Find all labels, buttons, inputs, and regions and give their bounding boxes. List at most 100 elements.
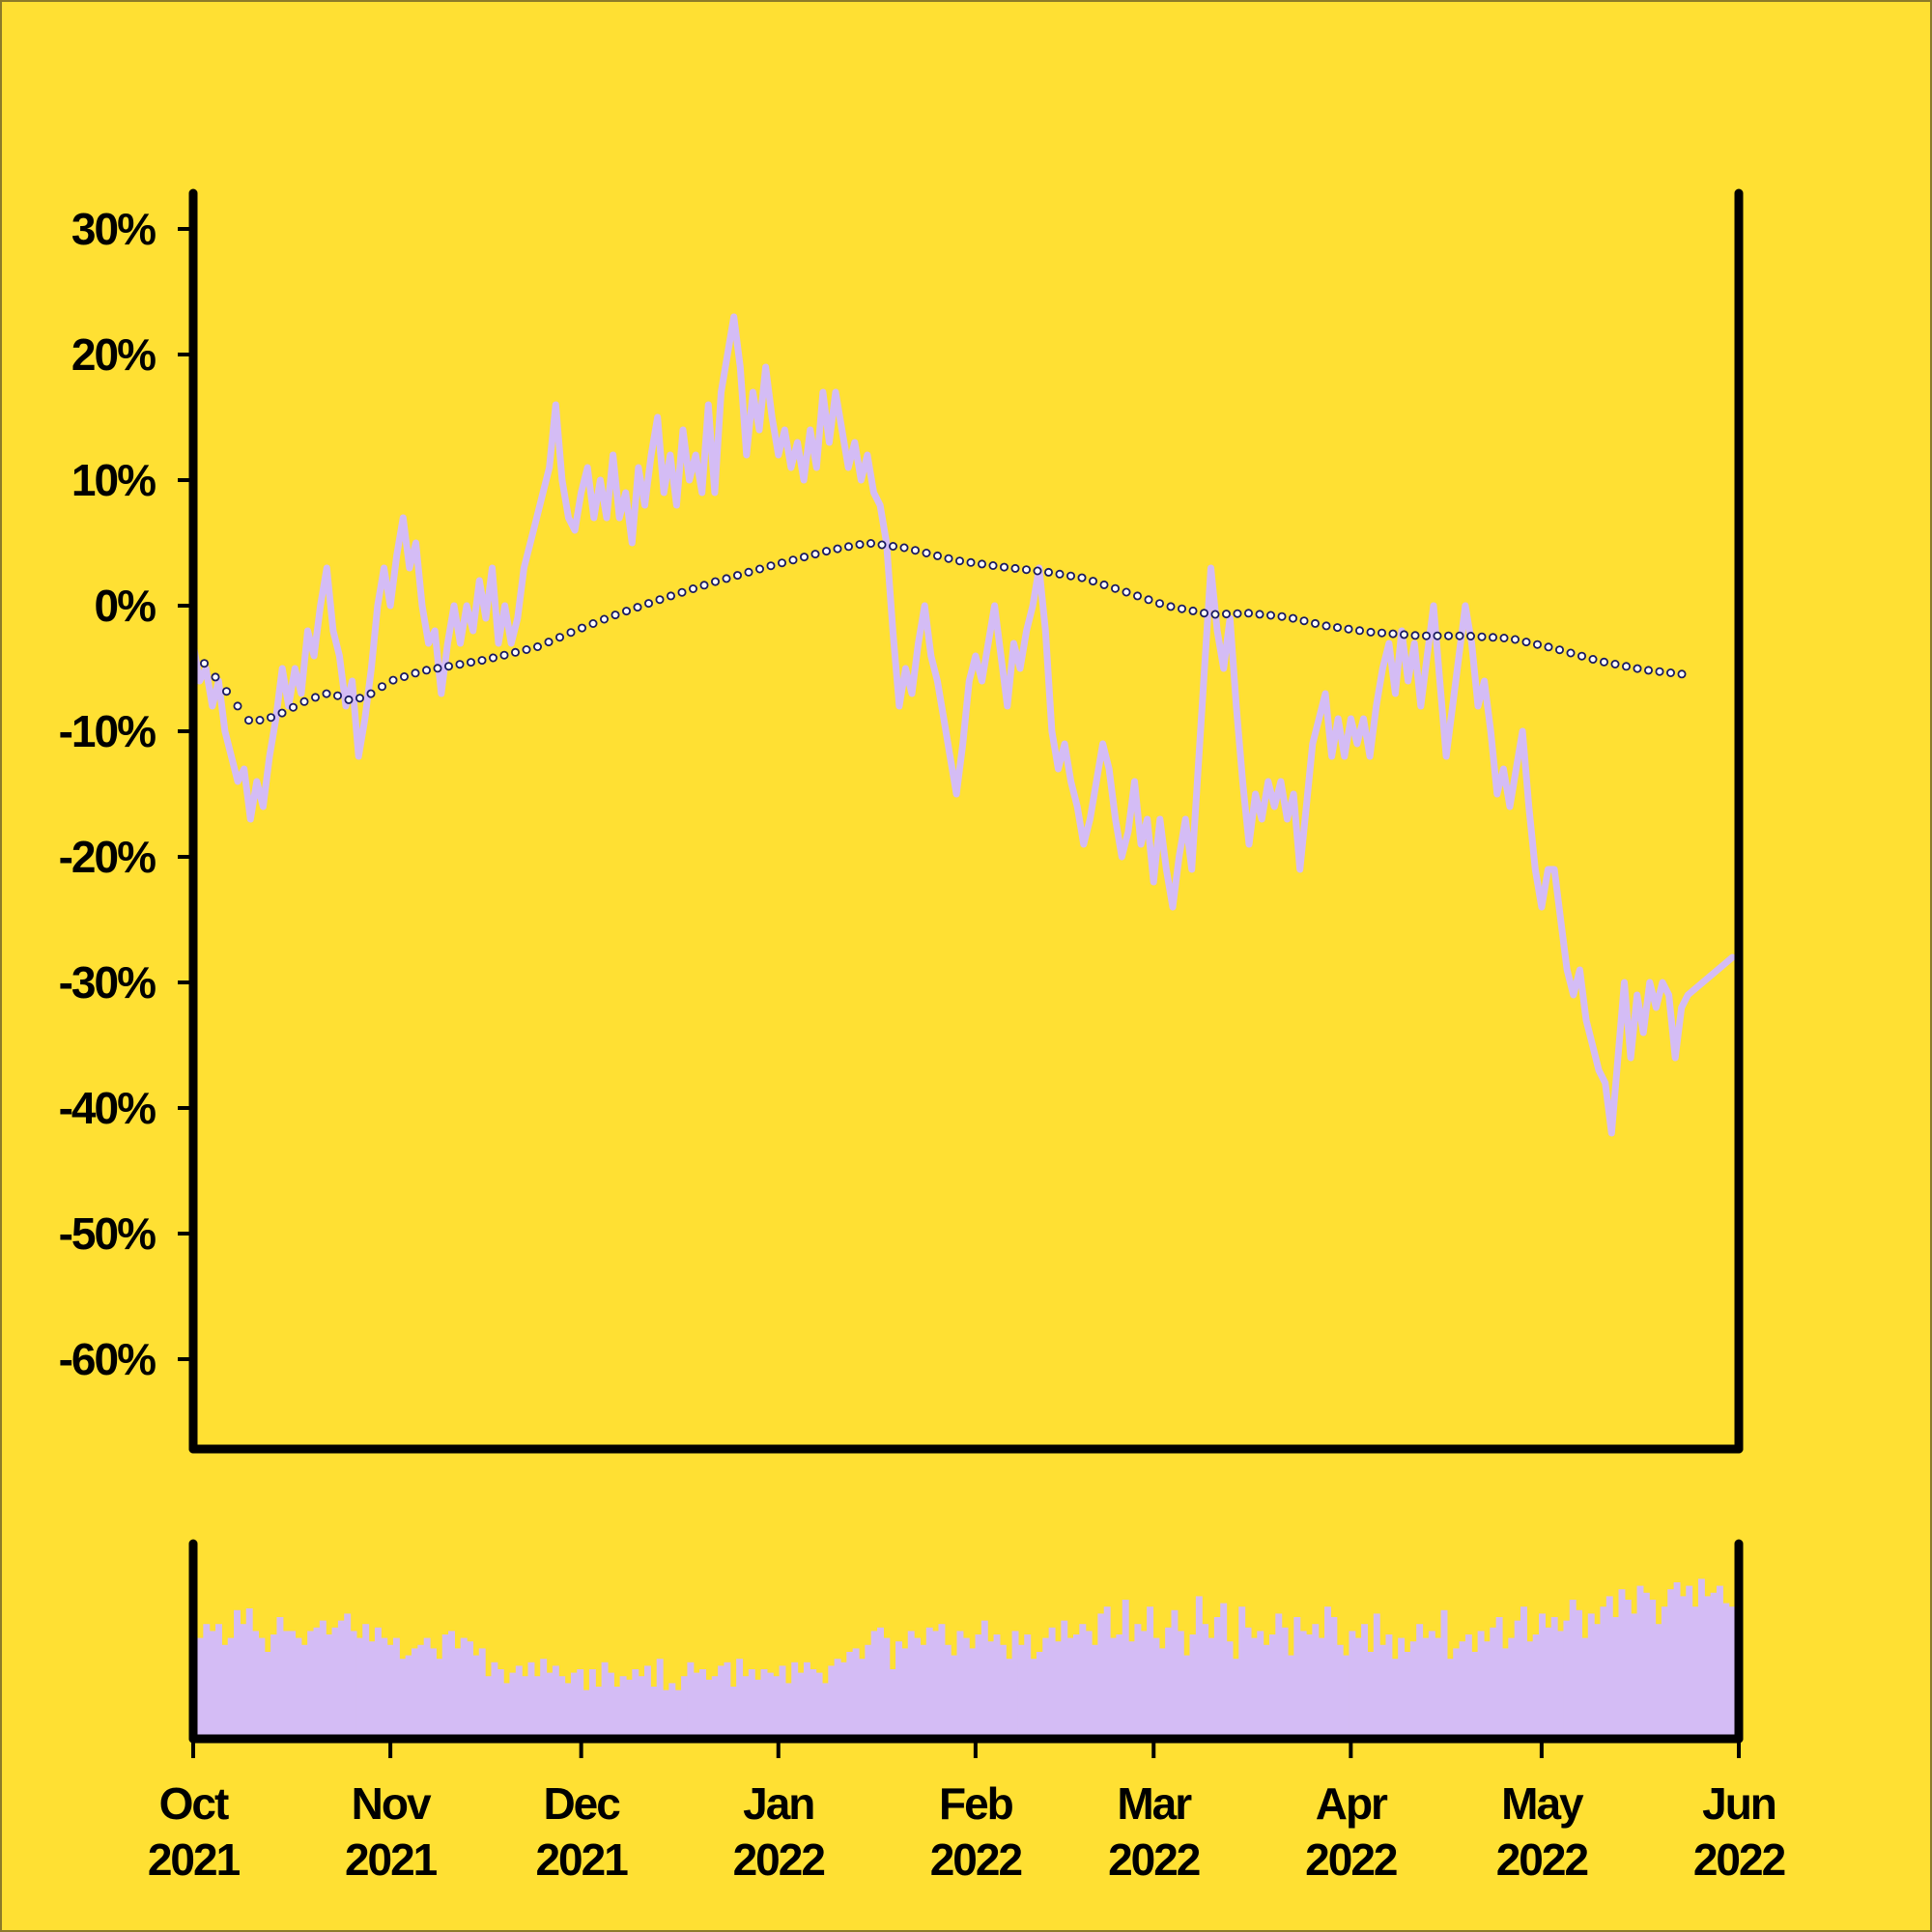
moving-average-marker	[877, 540, 887, 550]
volume-bar	[1147, 1606, 1154, 1739]
volume-bar	[245, 1608, 253, 1739]
volume-bar	[276, 1617, 284, 1739]
volume-bar	[1600, 1606, 1607, 1739]
volume-bar	[1605, 1596, 1613, 1739]
x-tick-label: Jun 2022	[1693, 1778, 1785, 1885]
moving-average-marker	[800, 553, 810, 562]
volume-bar	[300, 1644, 308, 1739]
volume-bar	[1042, 1637, 1050, 1739]
volume-bar	[441, 1634, 449, 1739]
volume-bar	[546, 1672, 554, 1739]
volume-bar	[552, 1665, 559, 1739]
volume-bar	[773, 1676, 781, 1739]
x-axis-ticks: Oct 2021 Nov 2021 Dec 2021 Jan 2022 Feb 2022 Mar 20…	[148, 1739, 1787, 1885]
volume-bar	[1336, 1644, 1344, 1739]
volume-bar	[221, 1644, 229, 1739]
volume-bar	[962, 1637, 970, 1739]
volume-bar	[1667, 1589, 1675, 1739]
volume-bar	[1183, 1655, 1191, 1739]
moving-average-marker	[1655, 667, 1664, 676]
volume-bar	[1165, 1627, 1173, 1739]
volume-bar	[1477, 1631, 1485, 1739]
volume-bar	[742, 1676, 750, 1739]
volume-bar	[362, 1624, 370, 1739]
volume-bar	[999, 1644, 1007, 1739]
volume-bar	[1066, 1637, 1074, 1739]
volume-bar	[264, 1652, 271, 1739]
volume-bar	[1722, 1603, 1730, 1739]
moving-average-marker	[1466, 632, 1476, 641]
moving-average-marker	[1388, 629, 1398, 639]
volume-bar-panel: Oct 2021 Nov 2021 Dec 2021 Jan 2022 Feb 2022 Mar 20…	[148, 1539, 1787, 1885]
moving-average-marker	[1333, 623, 1343, 633]
moving-average-marker	[1289, 613, 1298, 623]
volume-bar	[681, 1676, 689, 1739]
volume-bar	[607, 1672, 614, 1739]
moving-average-marker	[1511, 635, 1520, 644]
volume-bar	[423, 1637, 431, 1739]
volume-bar	[914, 1637, 922, 1739]
main-axes	[188, 188, 1744, 1454]
volume-bar	[877, 1627, 884, 1739]
y-tick-label: 30%	[71, 204, 156, 254]
moving-average-marker	[544, 638, 554, 647]
volume-bar	[1036, 1652, 1043, 1739]
volume-bar	[1679, 1596, 1687, 1739]
volume-bar	[368, 1641, 376, 1739]
y-tick-label: -50%	[59, 1208, 156, 1259]
volume-bar	[509, 1672, 517, 1739]
volume-bar	[693, 1672, 700, 1739]
volume-bar	[846, 1652, 854, 1739]
volume-bar	[1636, 1585, 1644, 1739]
moving-average-marker	[733, 571, 743, 581]
moving-average-marker	[1477, 632, 1487, 641]
volume-bar	[1569, 1600, 1577, 1739]
volume-bar	[1361, 1624, 1369, 1739]
volume-bar	[1030, 1659, 1037, 1739]
moving-average-marker	[411, 668, 420, 678]
volume-bar	[1312, 1624, 1320, 1739]
volume-bar	[485, 1676, 493, 1739]
volume-bar	[810, 1669, 817, 1739]
x-tick-label: Mar 2022	[1108, 1778, 1200, 1885]
moving-average-marker	[1133, 591, 1143, 601]
volume-bar	[1618, 1589, 1626, 1739]
volume-bar	[472, 1655, 480, 1739]
volume-bar	[828, 1665, 836, 1739]
volume-bar	[350, 1631, 357, 1739]
volume-bar	[650, 1687, 658, 1739]
volume-bar	[417, 1644, 425, 1739]
moving-average-marker	[788, 555, 798, 565]
moving-average-marker	[1311, 618, 1321, 628]
volume-bar	[282, 1631, 290, 1739]
moving-average-marker	[944, 554, 953, 563]
moving-average-marker	[1422, 631, 1432, 640]
moving-average-marker	[488, 653, 497, 663]
moving-average-marker	[1188, 606, 1198, 615]
volume-bar	[1550, 1617, 1558, 1739]
volume-bar	[925, 1627, 933, 1739]
moving-average-marker	[1178, 604, 1187, 613]
volume-bar	[436, 1659, 443, 1739]
volume-bar	[1017, 1644, 1025, 1739]
volume-bar	[1612, 1617, 1620, 1739]
volume-bar	[760, 1669, 768, 1739]
moving-average-marker	[1299, 616, 1309, 626]
volume-bar	[1158, 1648, 1166, 1739]
volume-bar	[1354, 1637, 1362, 1739]
volume-bar	[289, 1631, 297, 1739]
moving-average-marker	[1366, 627, 1376, 637]
volume-bar	[1495, 1617, 1503, 1739]
moving-average-marker	[978, 559, 987, 569]
moving-average-marker	[644, 599, 654, 609]
volume-bar	[1226, 1641, 1234, 1739]
moving-average-marker	[1266, 611, 1276, 620]
main-line-panel: 30% 20% 10% 0% -10% -20% -30% -40% -50% -60%	[59, 188, 1744, 1454]
y-tick-label: 10%	[71, 455, 156, 505]
volume-bar	[1557, 1631, 1564, 1739]
volume-bar	[987, 1641, 995, 1739]
volume-bar	[1642, 1592, 1650, 1739]
volume-bar	[791, 1662, 799, 1739]
moving-average-marker	[588, 619, 598, 629]
